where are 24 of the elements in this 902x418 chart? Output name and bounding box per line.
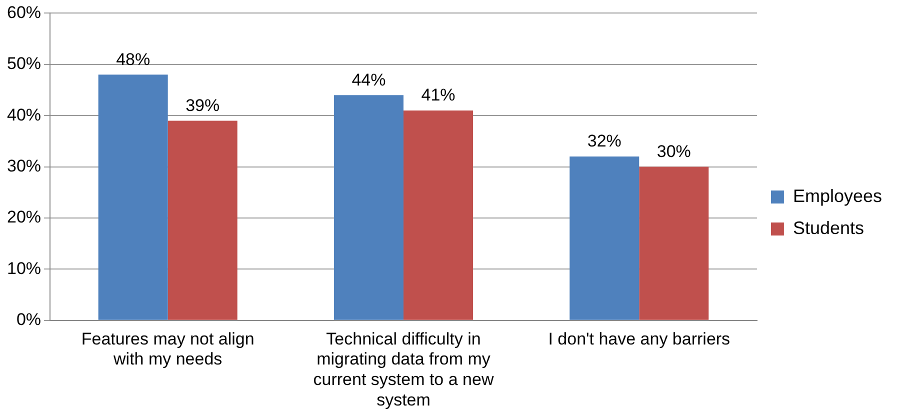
legend-label: Employees [792,186,882,206]
data-label: 32% [587,132,622,151]
y-tick-label: 20% [6,208,42,227]
y-tick-label: 50% [6,54,42,74]
bar [334,95,404,320]
data-label: 41% [421,86,456,105]
data-label: 39% [186,96,220,115]
bar [570,156,640,320]
data-label: 48% [116,50,150,69]
bar [639,166,709,320]
legend-label: Students [792,218,864,238]
y-tick-label: 60% [6,2,42,22]
y-tick-label: 10% [6,258,42,278]
y-tick-label: 30% [6,156,42,176]
y-tick-label: 0% [16,310,42,330]
y-tick-label: 40% [6,105,42,124]
bar [403,110,474,320]
bar [168,120,238,320]
data-label: 44% [352,70,386,90]
x-tick-label: Technical difficulty in migrating data from my current system to a new system [313,329,494,410]
x-tick-label: I don't have any barriers [548,329,730,348]
bar [98,74,168,320]
x-tick-label: Features may not align with my needs [81,329,254,369]
data-label: 30% [656,142,691,161]
